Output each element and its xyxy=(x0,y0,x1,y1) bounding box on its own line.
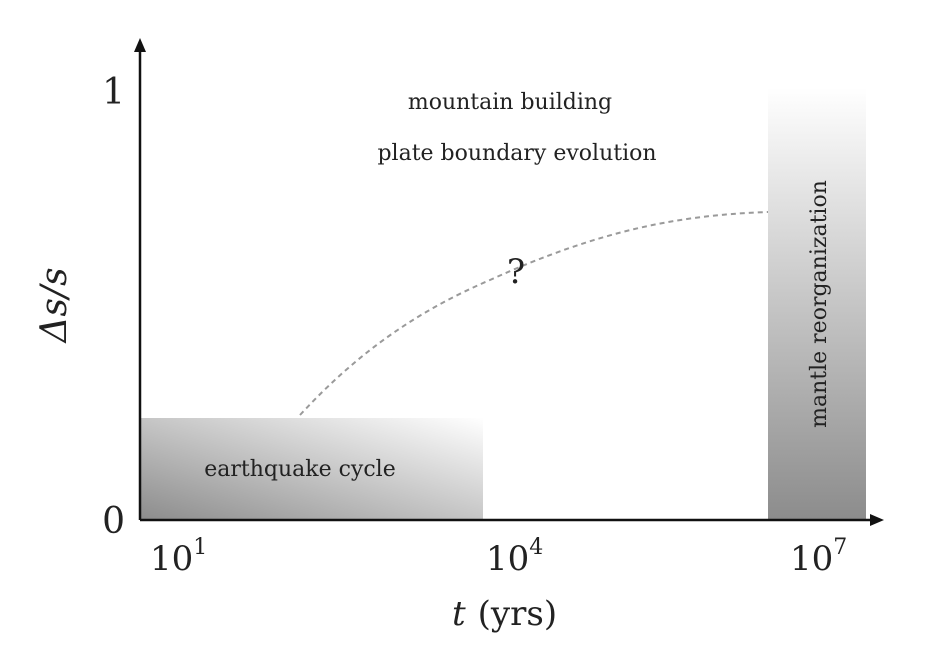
x-tick-10-4-base: 10 xyxy=(486,539,529,579)
x-tick-10-1-exp: 1 xyxy=(193,535,207,560)
x-tick-10-7: 107 xyxy=(790,535,847,579)
y-tick-1: 1 xyxy=(102,72,125,113)
mountain-building-label: mountain building xyxy=(408,90,612,115)
x-tick-10-4: 104 xyxy=(486,535,543,579)
x-tick-10-7-base: 10 xyxy=(790,539,833,579)
x-axis-label: t (yrs) xyxy=(452,594,557,634)
plate-boundary-evolution-label: plate boundary evolution xyxy=(377,141,656,166)
y-tick-0: 0 xyxy=(102,501,125,542)
dashed-evolution-curve xyxy=(300,212,768,415)
earthquake-cycle-label: earthquake cycle xyxy=(204,457,396,482)
x-axis-arrowhead xyxy=(870,514,884,526)
mantle-reorganization-label: mantle reorganization xyxy=(807,180,832,428)
x-tick-10-4-exp: 4 xyxy=(529,535,543,560)
y-axis-arrowhead xyxy=(134,38,146,52)
x-axis-unit: (yrs) xyxy=(478,594,557,634)
x-tick-10-1-base: 10 xyxy=(150,539,193,579)
x-tick-10-7-exp: 7 xyxy=(833,535,847,560)
x-tick-10-1: 101 xyxy=(150,535,207,579)
x-axis-symbol: t xyxy=(452,594,466,634)
unknown-marker: ? xyxy=(507,252,525,292)
y-axis-label: Δs/s xyxy=(34,267,75,344)
